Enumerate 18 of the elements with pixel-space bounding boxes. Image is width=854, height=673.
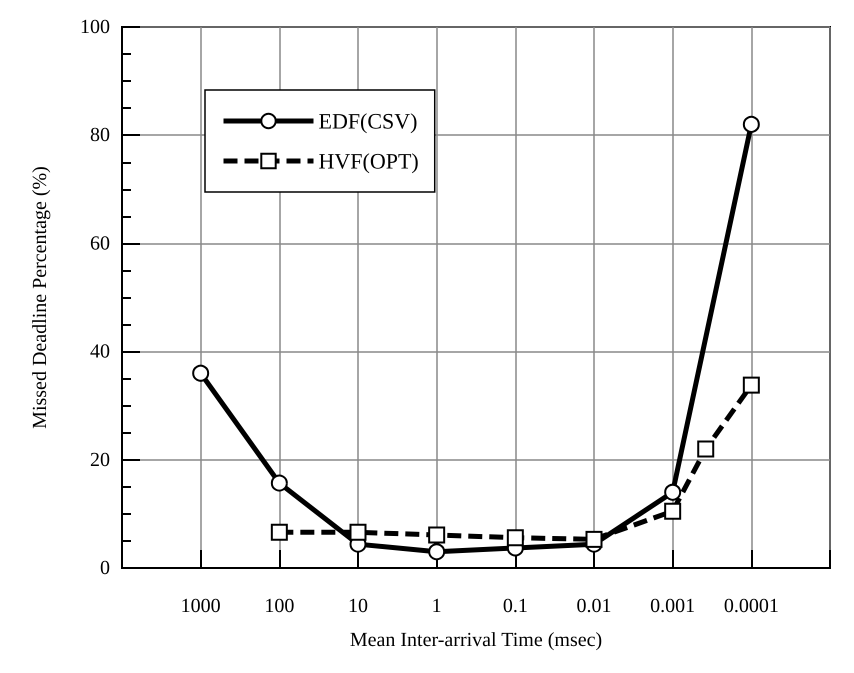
- y-tick-label: 0: [100, 557, 110, 579]
- x-tick-label: 1: [432, 595, 442, 617]
- x-tick-label: 10: [348, 595, 368, 617]
- y-tick-label: 20: [90, 448, 110, 471]
- x-tick-label: 1000: [180, 595, 221, 617]
- y-tick-label: 40: [90, 340, 110, 363]
- x-tick-label: 100: [264, 595, 294, 617]
- y-tick-label: 80: [90, 124, 110, 146]
- x-tick-label: 0.0001: [724, 595, 779, 617]
- x-axis-title: Mean Inter-arrival Time (msec): [350, 629, 602, 651]
- y-tick-label: 100: [80, 16, 110, 38]
- x-tick-label: 0.1: [502, 595, 528, 617]
- legend-label: HVF(OPT): [318, 148, 419, 174]
- y-axis-title: Missed Deadline Percentage (%): [29, 166, 51, 429]
- y-tick-label: 60: [90, 232, 110, 254]
- x-tick-label: 0.01: [576, 595, 612, 617]
- x-tick-label: 0.001: [650, 595, 696, 617]
- legend-label: EDF(CSV): [318, 108, 418, 134]
